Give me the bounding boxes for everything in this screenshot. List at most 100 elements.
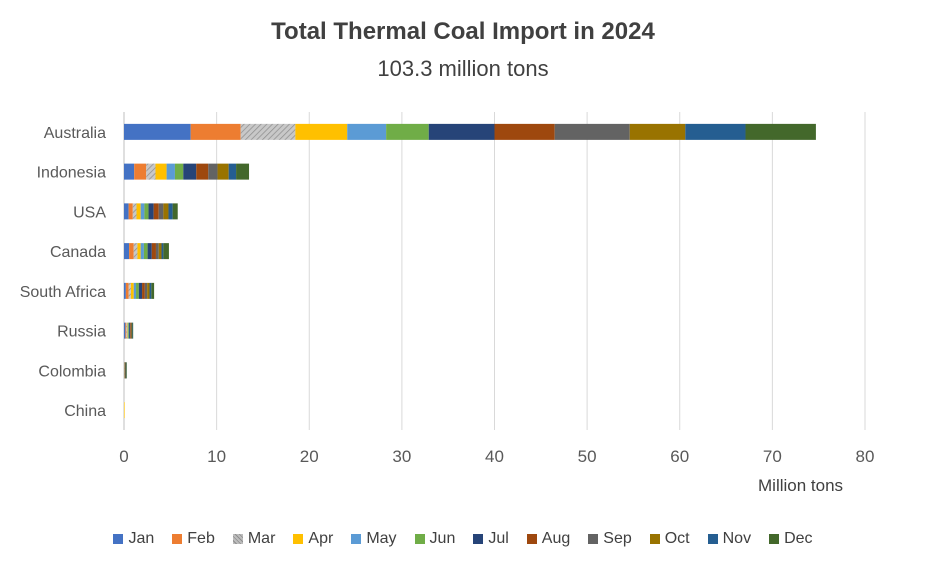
- bar-segment-aug: [494, 123, 555, 140]
- bar-segment-dec: [151, 282, 155, 299]
- bar-segment-jun: [143, 243, 148, 260]
- x-axis-title: Million tons: [758, 476, 844, 495]
- legend-swatch: [473, 534, 484, 544]
- legend-label: Sep: [603, 530, 632, 547]
- bar-segment-apr: [124, 402, 125, 419]
- bar-segment-sep: [158, 203, 164, 220]
- y-tick-label: Russia: [57, 324, 106, 341]
- bar-segment-jan: [124, 282, 126, 299]
- bar-segment-sep: [208, 163, 218, 180]
- x-tick-label: 50: [578, 447, 597, 466]
- legend-item: Oct: [649, 530, 690, 548]
- bar-segment-dec: [745, 123, 816, 140]
- bar-segment-may: [140, 243, 144, 260]
- legend-swatch: [172, 534, 183, 544]
- legend-swatch: [707, 534, 718, 544]
- bar-segment-jul: [129, 322, 131, 339]
- bar-segment-nov: [168, 203, 173, 220]
- legend-label: Nov: [722, 530, 752, 547]
- bar-segment-apr: [127, 322, 128, 339]
- bar-segment-jun: [144, 203, 149, 220]
- bar-segment-aug: [130, 322, 131, 339]
- bar-segment-jul: [183, 163, 197, 180]
- bar-segment-dec: [163, 243, 169, 260]
- legend-item: Sep: [588, 530, 632, 548]
- bar-segment-feb: [125, 322, 127, 339]
- chart-subtitle: 103.3 million tons: [377, 56, 549, 81]
- legend-item: Feb: [172, 530, 215, 548]
- legend-item: Aug: [526, 530, 570, 548]
- bar-segment-mar: [128, 282, 131, 299]
- bar-segment-jun: [386, 123, 429, 140]
- legend-swatch: [351, 534, 362, 544]
- x-tick-label: 20: [300, 447, 319, 466]
- bar-segment-apr: [295, 123, 348, 140]
- bar-segment-aug: [196, 163, 209, 180]
- bar-segment-may: [347, 123, 387, 140]
- legend-item: May: [351, 530, 397, 548]
- legend-label: Jun: [429, 530, 456, 547]
- legend-item: Apr: [293, 530, 333, 548]
- bar-segment-oct: [629, 123, 686, 140]
- bar-segment-may: [140, 203, 145, 220]
- y-tick-label: China: [64, 403, 106, 420]
- legend-swatch: [113, 534, 124, 544]
- bar-segment-oct: [158, 243, 162, 260]
- bar-segment-feb: [125, 282, 129, 299]
- bar-segment-oct: [217, 163, 229, 180]
- legend-swatch: [414, 534, 425, 544]
- legend: Jan Feb Mar Apr May Jun Jul Aug Sep Oct Nov Dec: [0, 530, 926, 548]
- chart-plot-area: Australia Indonesia USA Canada South Africa R…: [20, 112, 875, 466]
- bar-segment-feb: [128, 203, 133, 220]
- y-tick-label: South Africa: [20, 284, 106, 301]
- bar-segment-jun: [174, 163, 184, 180]
- x-tick-label: 70: [763, 447, 782, 466]
- x-tick-label: 40: [485, 447, 504, 466]
- legend-label: Jan: [128, 530, 155, 547]
- bar-segment-feb: [129, 243, 134, 260]
- bar-segment-jul: [147, 243, 152, 260]
- bar-segment-jun: [128, 322, 130, 339]
- bar-segment-feb: [190, 123, 241, 140]
- legend-swatch: [769, 534, 780, 544]
- bar-segment-aug: [151, 243, 156, 260]
- bar-segment-aug: [142, 282, 145, 299]
- bar-segment-apr: [136, 203, 141, 220]
- bar-segment-mar: [126, 322, 128, 339]
- legend-label: Oct: [664, 530, 690, 547]
- chart-title: Total Thermal Coal Import in 2024: [271, 18, 655, 45]
- bar-segment-may: [166, 163, 175, 180]
- bar-segment-dec: [132, 322, 134, 339]
- bar-segment-oct: [163, 203, 169, 220]
- y-tick-label: Colombia: [38, 363, 106, 380]
- legend-swatch: [293, 534, 304, 544]
- bar-segment-jul: [138, 282, 143, 299]
- bar-segment-dec: [172, 203, 178, 220]
- y-tick-label: Indonesia: [37, 165, 106, 182]
- bar-segment-feb: [134, 163, 147, 180]
- bar-segment-jul: [428, 123, 495, 140]
- bar-segment-sep: [130, 322, 132, 339]
- bar-segment-sep: [554, 123, 630, 140]
- y-axis-labels: Australia Indonesia USA Canada South Africa R…: [20, 125, 107, 420]
- legend-item: Jun: [414, 530, 456, 548]
- bar-segment-mar: [146, 163, 156, 180]
- bar-segment-apr: [137, 243, 141, 260]
- bar-segment-mar: [132, 203, 137, 220]
- bar-segment-jan: [124, 163, 135, 180]
- bar-segment-jul: [148, 203, 154, 220]
- x-tick-label: 10: [207, 447, 226, 466]
- legend-label: Apr: [308, 530, 334, 547]
- bar-segment-sep: [155, 243, 159, 260]
- bar-segment-aug: [153, 203, 159, 220]
- bar-segment-dec: [126, 362, 127, 379]
- bar-segment-mar: [133, 243, 138, 260]
- x-tick-label: 80: [856, 447, 875, 466]
- y-tick-label: USA: [73, 204, 106, 221]
- legend-label: Mar: [247, 530, 276, 547]
- legend-label: May: [366, 530, 397, 547]
- legend-item: Dec: [769, 530, 813, 548]
- gridlines: [123, 112, 866, 430]
- bar-segment-sep: [144, 282, 148, 299]
- bar-segment-nov: [685, 123, 746, 140]
